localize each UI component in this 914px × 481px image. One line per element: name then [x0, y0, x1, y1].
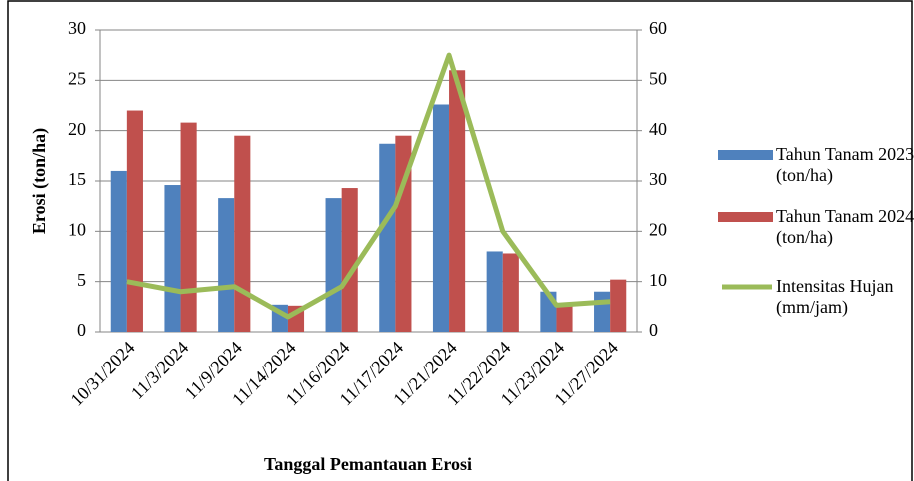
y2-tick-label: 30	[649, 169, 667, 189]
y-tick-label: 0	[77, 320, 86, 340]
frame	[7, 0, 913, 481]
bar	[325, 198, 342, 332]
y-tick-label: 30	[68, 18, 86, 38]
bar	[594, 291, 611, 332]
y2-tick-label: 40	[649, 119, 667, 139]
legend-label: Tahun Tanam 2024 (ton/ha)	[776, 206, 914, 247]
y-axis-label: Erosi (ton/ha)	[29, 128, 50, 234]
legend-swatch	[718, 212, 773, 222]
bar	[556, 304, 573, 332]
x-tick-label: 10/31/2024	[66, 338, 138, 410]
bar	[110, 170, 127, 332]
y-tick-label: 5	[77, 270, 86, 290]
line-series	[126, 52, 611, 320]
x-tick-label: 11/3/2024	[127, 338, 192, 403]
y2-tick-label: 0	[649, 320, 658, 340]
bar	[234, 135, 251, 332]
bar	[486, 251, 503, 332]
bar	[379, 143, 396, 332]
y2-tick-label: 10	[649, 270, 667, 290]
bar	[126, 110, 143, 333]
x-axis-label: Tanggal Pemantauan Erosi	[264, 454, 472, 474]
bar	[180, 122, 197, 332]
legend-label: Tahun Tanam 2023 (ton/ha)	[776, 144, 914, 185]
bar	[432, 104, 450, 332]
bar	[218, 198, 235, 332]
bar	[502, 253, 519, 332]
y-tick-label: 20	[68, 119, 86, 139]
y2-tick-label: 20	[649, 219, 667, 239]
y-tick-label: 25	[68, 68, 86, 88]
y2-tick-label: 50	[649, 68, 667, 88]
y-tick-label: 15	[68, 169, 86, 189]
bar	[449, 70, 466, 333]
y2-tick-label: 60	[649, 18, 667, 38]
bar	[164, 185, 181, 332]
legend-swatch	[718, 150, 773, 160]
bar	[610, 279, 627, 332]
bar	[395, 135, 412, 332]
legend-label: Intensitas Hujan (mm/jam)	[776, 276, 894, 317]
bar	[341, 188, 358, 332]
y-tick-label: 10	[68, 219, 86, 239]
